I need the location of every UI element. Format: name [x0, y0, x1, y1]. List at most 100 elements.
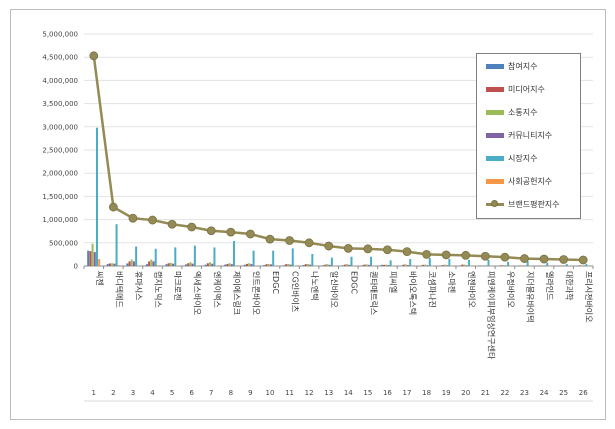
bar: [98, 259, 101, 266]
bar: [108, 263, 111, 266]
line-point: [324, 241, 334, 251]
line-point: [559, 255, 569, 264]
bar: [128, 261, 131, 266]
bar: [539, 265, 542, 267]
bar: [583, 265, 586, 267]
bar: [111, 263, 114, 266]
line-point: [285, 236, 294, 245]
line-point: [108, 202, 118, 212]
bar: [448, 259, 451, 266]
x-rank-label: 1: [92, 389, 96, 397]
legend-label: 참여지수: [508, 62, 538, 71]
x-category-label: 지더블유바이텍: [525, 271, 535, 323]
legend-label: 미디어지수: [508, 85, 545, 94]
bar: [383, 264, 386, 266]
y-tick-label: 2,000,000: [42, 170, 78, 178]
bar: [385, 264, 388, 266]
bar: [461, 264, 464, 266]
x-category-label: 피엔케이피부임상연구센타: [486, 271, 496, 360]
bar: [502, 265, 505, 266]
x-rank-label: 2: [111, 389, 115, 397]
x-category-label: 우정바이오: [506, 271, 516, 308]
line-point: [402, 247, 412, 257]
bar: [463, 264, 466, 266]
x-category-label: 엑세스바이오: [193, 271, 203, 315]
x-category-label: 엘라인드: [545, 271, 555, 300]
bar: [187, 263, 190, 266]
bar: [389, 260, 392, 266]
bar: [352, 265, 355, 267]
bar: [333, 265, 336, 267]
x-rank-label: 4: [150, 389, 155, 397]
bar: [443, 264, 446, 266]
bar: [193, 245, 196, 266]
bar: [293, 265, 296, 267]
bar: [446, 265, 449, 266]
x-rank-label: 12: [305, 389, 314, 397]
bar: [367, 264, 370, 266]
line-point: [167, 219, 177, 229]
bar: [272, 250, 275, 266]
bar: [400, 265, 403, 267]
legend: 참여지수 미디어지수 소통지수 커뮤니티지수 시장지수 사회공헌지수 브랜드평판지수: [476, 53, 581, 219]
x-category-label: 퀀타매트릭스: [369, 271, 379, 315]
legend-swatch: [486, 200, 504, 209]
legend-swatch: [486, 110, 504, 115]
legend-item: 미디어지수: [486, 83, 545, 96]
legend-label: 소통지수: [508, 108, 538, 117]
x-rank-label: 19: [442, 389, 451, 397]
chart-svg: 0 500,000 1,000,000 1,500,000 2,000,000 2,500…: [42, 31, 594, 402]
bar: [204, 264, 207, 266]
bar: [291, 248, 294, 266]
x-rank-label: 15: [363, 389, 372, 397]
bar: [274, 265, 277, 267]
y-tick-label: 1,500,000: [42, 193, 78, 201]
x-rank-label: 3: [131, 389, 135, 397]
line-point: [304, 238, 314, 248]
x-category-label: 피씨엘: [388, 271, 398, 293]
legend-item: 사회공헌지수: [486, 175, 552, 188]
line-point: [383, 245, 392, 255]
line-point: [187, 222, 197, 232]
bar: [372, 265, 375, 267]
x-rank-label: 11: [285, 389, 294, 397]
bar: [467, 259, 470, 266]
bar: [341, 265, 344, 266]
bar: [228, 263, 231, 266]
bar: [132, 261, 135, 266]
legend-swatch: [486, 156, 504, 161]
x-category-label: 소마젠: [447, 271, 456, 293]
bar: [485, 265, 488, 267]
bar: [289, 264, 292, 266]
x-rank-label: 16: [383, 389, 392, 397]
bar: [363, 264, 366, 266]
x-category-label: 휴마시스: [134, 271, 143, 300]
y-tick-label: 3,500,000: [42, 100, 78, 108]
bar: [267, 263, 270, 266]
bars: [87, 127, 590, 267]
bar: [526, 261, 529, 266]
bar: [541, 265, 544, 266]
bar: [428, 258, 431, 266]
y-tick-label: 3,000,000: [42, 123, 78, 131]
bar: [126, 263, 129, 266]
bar: [93, 252, 96, 266]
bar: [206, 263, 209, 266]
bar: [498, 265, 501, 267]
x-category-label: 바디텍메드: [114, 271, 124, 308]
bar: [380, 264, 383, 266]
line-point: [265, 234, 275, 244]
x-category-label: 제이에스링크: [232, 271, 242, 315]
x-axis: 씨젠 1 바디텍메드 2 휴마시스 3 랩지노믹스 4 마크로젠 5 엑세스바이오 6 엔케이맥스 7 제이…: [83, 266, 594, 402]
line-point: [89, 51, 99, 61]
bar: [233, 240, 236, 266]
bar: [304, 264, 307, 266]
legend-label: 시장지수: [508, 154, 538, 163]
legend-label: 사회공헌지수: [508, 177, 553, 186]
y-tick-label: 4,500,000: [42, 54, 78, 62]
bar: [215, 265, 218, 267]
bar: [426, 265, 429, 266]
legend-item: 소통지수: [486, 106, 537, 119]
bar: [243, 264, 246, 266]
bar: [576, 265, 579, 267]
